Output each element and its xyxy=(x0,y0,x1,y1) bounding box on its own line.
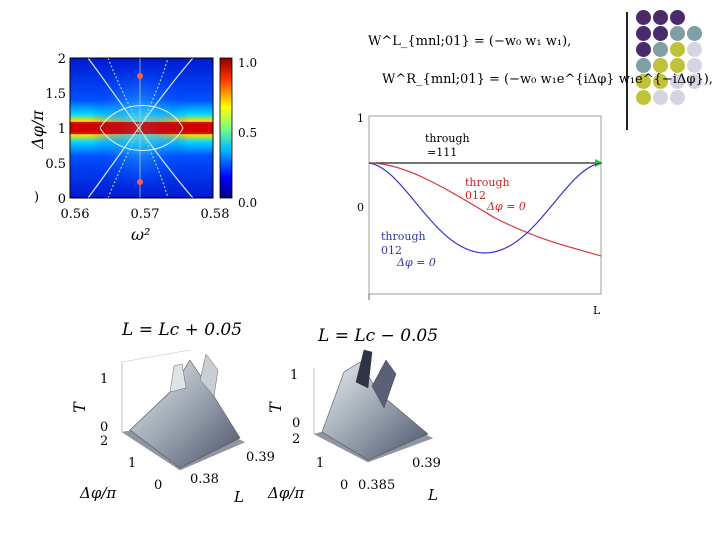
surface-left-z-tick-0: 0 xyxy=(100,420,109,435)
decor-dot xyxy=(670,58,685,73)
heatmap-colorbar xyxy=(219,57,233,199)
decor-dot xyxy=(653,10,668,25)
label-red-2: 012 xyxy=(465,189,486,202)
equation-1: W^L_{mnl;01} = (−w₀ w₁ w₁), xyxy=(368,34,571,49)
label-black-1: through xyxy=(425,132,470,145)
surface-left-title: L = Lc + 0.05 xyxy=(122,320,243,340)
heatmap-y-tick: 1.5 xyxy=(45,87,66,102)
surface-right-x-tick-0: 0.385 xyxy=(358,478,396,493)
equation-2-text: W^R_{mnl;01} = (−w₀ w₁e^{iΔφ} w₁e^{−iΔφ}… xyxy=(382,72,713,87)
surface-right-svg xyxy=(313,349,434,463)
decor-dot xyxy=(687,58,702,73)
transmission-panel: 1 0 L through =111 through 012 Δφ = 0 th… xyxy=(345,108,615,318)
decor-dot xyxy=(653,90,668,105)
decor-dot xyxy=(687,42,702,57)
label-red-1: through xyxy=(465,176,510,189)
label-blue-1: through xyxy=(381,230,426,243)
decor-dot xyxy=(670,74,685,89)
decor-dot xyxy=(636,58,651,73)
label-blue-2: 012 xyxy=(381,244,402,257)
decor-dot xyxy=(636,74,651,89)
surface-right-y-axis-label: Δφ/π xyxy=(268,484,305,502)
heatmap-svg: 2 1.5 1 0.5 00.56 0.57 0.58 1.0 0.5 0.0 xyxy=(45,52,257,222)
heatmap-x-tick: 0.58 xyxy=(201,207,230,222)
label-red-3: Δφ = 0 xyxy=(487,200,526,213)
decor-dot xyxy=(653,58,668,73)
surface-left-x-tick-1: 0.39 xyxy=(246,450,275,465)
surface-right-z-label: T xyxy=(265,402,285,413)
heatmap-panel-mark: ) xyxy=(34,190,40,205)
surface-right-y-tick-1: 1 xyxy=(316,456,325,471)
heatmap-x-label: ω² xyxy=(131,225,151,244)
transmission-x-end-label: L xyxy=(593,304,601,317)
decor-divider-line xyxy=(626,12,628,130)
surface-right-z-tick-0: 0 xyxy=(292,416,301,431)
heatmap-plot xyxy=(69,57,214,199)
decor-dot xyxy=(670,90,685,105)
decor-dot xyxy=(636,26,651,41)
heatmap-x-tick: 0.57 xyxy=(131,207,160,222)
surface-left-y-tick-1: 1 xyxy=(128,456,137,471)
equation-1-text: W^L_{mnl;01} = (−w₀ w₁ w₁), xyxy=(368,34,572,49)
decor-dot xyxy=(670,10,685,25)
surface-right-x-axis-label: L xyxy=(428,486,438,504)
surface-left-y-tick-2: 2 xyxy=(100,434,109,449)
surface-left-z-label: T xyxy=(69,402,89,413)
decor-dot xyxy=(670,42,685,57)
colorbar-tick: 0.5 xyxy=(238,126,257,140)
transmission-svg xyxy=(368,115,603,300)
heatmap-x-tick: 0.56 xyxy=(61,207,90,222)
heatmap-y-tick: 2 xyxy=(58,52,66,67)
label-black-2: =111 xyxy=(427,146,458,159)
decor-dot xyxy=(687,74,702,89)
surface-right-z-tick-1: 1 xyxy=(290,368,299,383)
surface-left-x-tick-0: 0.38 xyxy=(190,472,219,487)
decor-dot xyxy=(636,90,651,105)
heatmap-y-tick: 1 xyxy=(58,122,66,137)
surface-right-y-tick-0: 0 xyxy=(340,478,349,493)
decor-dot xyxy=(636,42,651,57)
heatmap-tick-group: 2 1.5 1 0.5 00.56 0.57 0.58 1.0 0.5 0.0 xyxy=(45,52,257,222)
label-blue-3: Δφ = 0 xyxy=(397,256,436,269)
heatmap-y-tick: 0 xyxy=(58,192,66,207)
heatmap-y-tick: 0.5 xyxy=(45,157,66,172)
equation-2: W^R_{mnl;01} = (−w₀ w₁e^{iΔφ} w₁e^{−iΔφ}… xyxy=(382,72,713,87)
surface-right-x-tick-1: 0.39 xyxy=(412,456,441,471)
surface-left-x-axis-label: L xyxy=(234,488,244,506)
decor-dot xyxy=(687,26,702,41)
decor-dot xyxy=(670,26,685,41)
decor-dot-grid xyxy=(0,0,720,130)
surface-right-y-tick-2: 2 xyxy=(292,432,301,447)
colorbar-tick: 1.0 xyxy=(238,56,257,70)
transmission-y-tick-0: 0 xyxy=(357,201,364,214)
surface-right-panel: L = Lc − 0.05 T 1 0 2 1 0 0.385 0.39 Δφ/… xyxy=(265,322,468,512)
decor-dot xyxy=(653,26,668,41)
surface-right-title: L = Lc − 0.05 xyxy=(318,326,439,346)
surface-left-y-axis-label: Δφ/π xyxy=(80,484,117,502)
colorbar-tick: 0.0 xyxy=(238,196,257,210)
decor-dot xyxy=(653,74,668,89)
transmission-y-tick-1: 1 xyxy=(357,112,364,125)
surface-left-y-tick-0: 0 xyxy=(154,478,163,493)
heatmap-panel: 2 1.5 1 0.5 0 0.56 0.57 0.58 1.0 0.5 0.0 Δφ/π ω² ) xyxy=(28,38,273,248)
surface-left-panel: L = Lc + 0.05 T 1 0 2 1 0 0.38 0.39 Δφ/π… xyxy=(70,320,280,510)
surface-left-z-tick-1: 1 xyxy=(100,372,109,387)
decor-dot xyxy=(636,10,651,25)
surface-left-svg xyxy=(121,349,246,471)
decor-dot xyxy=(653,42,668,57)
heatmap-y-label: Δφ/π xyxy=(27,110,47,149)
